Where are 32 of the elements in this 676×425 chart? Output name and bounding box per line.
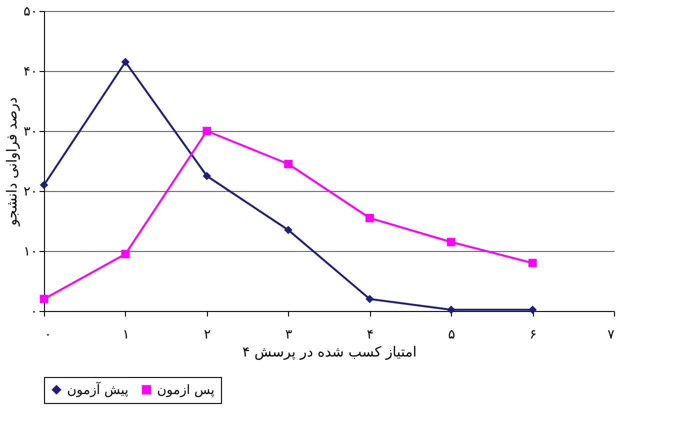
x-tick-label: ۵: [448, 328, 456, 342]
point: [284, 226, 292, 234]
x-tick-label: ۰: [44, 328, 52, 342]
y-tick-label: ۴۰: [24, 64, 38, 80]
y-axis-title: درصد فراوانی دانشجو: [4, 97, 21, 227]
point: [121, 250, 130, 258]
point: [202, 126, 212, 136]
x-tick-label: ۳: [285, 328, 292, 342]
point: [366, 294, 374, 304]
legend-label: پیش آزمون: [67, 380, 129, 398]
x-tick-label: ۱: [122, 328, 130, 342]
point: [40, 294, 48, 304]
point: [284, 160, 292, 168]
x-tick-label: ۲: [204, 328, 211, 342]
y-tick-label: ۲۰: [24, 184, 38, 200]
point: [528, 306, 537, 314]
x-tick-label: ۶: [530, 328, 537, 342]
legend-label: پس ازمون: [157, 382, 215, 398]
y-tick-label: ۵۰: [24, 4, 38, 20]
point: [446, 238, 456, 246]
x-axis-title: امتیاز کسب شده در پرسش ۴: [242, 344, 417, 360]
point: [40, 180, 48, 190]
point: [202, 172, 212, 180]
y-tick-label: ۳۰: [24, 124, 38, 140]
point: [446, 306, 456, 314]
point: [366, 214, 374, 222]
point: [528, 258, 537, 268]
x-tick-label: ۷: [608, 328, 615, 342]
y-tick-label: ۰: [30, 304, 38, 320]
x-tick-label: ۴: [366, 328, 374, 342]
y-tick-label: ۱۰: [24, 244, 38, 260]
point: [121, 58, 130, 66]
